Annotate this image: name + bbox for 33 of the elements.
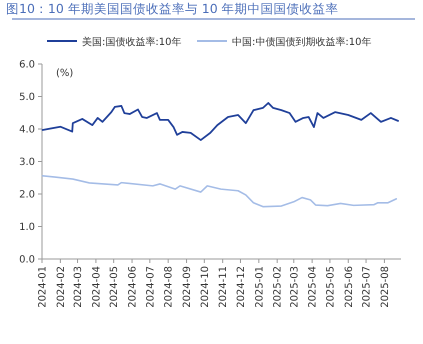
y-tick-label: 3.0 — [19, 157, 35, 168]
x-tick-label: 2025-08 — [380, 266, 391, 308]
y-tick-label: 5.0 — [19, 92, 35, 103]
x-tick-label: 2025-04 — [308, 266, 319, 308]
x-tick-label: 2024-09 — [182, 266, 194, 308]
x-tick-label: 2024-10 — [200, 266, 211, 308]
x-tick-label: 2024-08 — [164, 266, 175, 308]
x-tick-label: 2024-02 — [56, 266, 67, 308]
x-tick-label: 2025-07 — [362, 266, 373, 308]
x-tick-label: 2025-05 — [325, 266, 336, 308]
x-tick-label: 2024-04 — [91, 266, 102, 308]
y-tick-label: 4.0 — [19, 124, 35, 136]
x-tick-label: 2025-06 — [344, 266, 355, 308]
x-tick-label: 2024-07 — [145, 266, 156, 308]
x-tick-label: 2024-01 — [38, 266, 48, 308]
y-tick-label: 6.0 — [19, 60, 35, 70]
line-series — [42, 102, 399, 141]
y-tick-label: 1.0 — [19, 222, 35, 233]
x-tick-label: 2024-03 — [73, 266, 84, 308]
y-tick-label: 2.0 — [19, 190, 35, 200]
y-axis-title: (%) — [56, 68, 74, 79]
x-tick-label: 2025-01 — [254, 266, 266, 308]
x-tick-label: 2025-02 — [272, 266, 284, 308]
x-tick-label: 2024-11 — [218, 266, 230, 308]
chart-title: 图10：10 年期美国国债收益率与 10 年期中国国债收益率 — [6, 1, 339, 16]
x-tick-label: 2025-03 — [289, 266, 300, 308]
line-series — [42, 175, 398, 208]
x-tick-label: 2024-05 — [109, 266, 120, 308]
legend-label: 美国:国债收益率:10年 — [82, 36, 182, 48]
x-tick-label: 2024-06 — [128, 266, 139, 308]
x-tick-label: 2024-12 — [236, 266, 247, 308]
y-tick-label: 0.0 — [19, 254, 35, 266]
legend-label: 中国:中债国债到期收益率:10年 — [232, 36, 372, 48]
